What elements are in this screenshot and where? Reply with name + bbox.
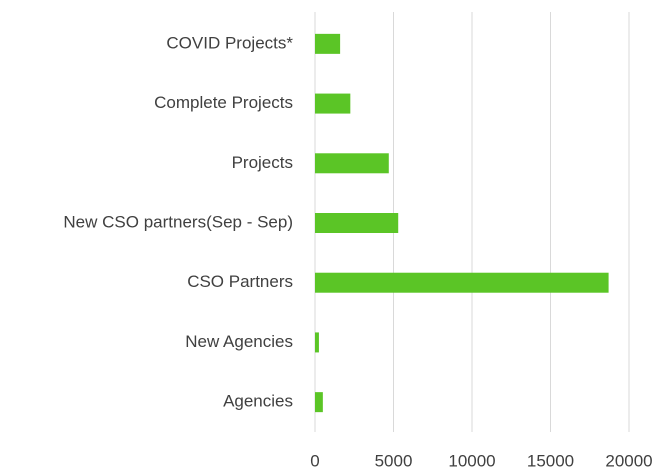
y-tick-label: COVID Projects* (166, 33, 293, 52)
bar (315, 392, 323, 413)
x-tick-label: 20000 (605, 451, 652, 470)
bar (315, 153, 389, 174)
bar (315, 332, 319, 353)
bar (315, 213, 399, 233)
y-tick-label: Agencies (223, 392, 293, 411)
y-tick-label: Complete Projects (154, 93, 293, 112)
x-tick-label: 10000 (448, 451, 495, 470)
bar (315, 33, 341, 54)
x-tick-label: 5000 (375, 451, 413, 470)
y-tick-label: CSO Partners (187, 272, 293, 291)
y-tick-label: New CSO partners(Sep - Sep) (63, 212, 293, 231)
x-tick-label: 0 (310, 451, 319, 470)
bar (315, 93, 351, 114)
y-tick-label: New Agencies (185, 332, 293, 351)
x-tick-label: 15000 (527, 451, 574, 470)
bar (315, 272, 609, 293)
y-tick-label: Projects (232, 153, 293, 172)
